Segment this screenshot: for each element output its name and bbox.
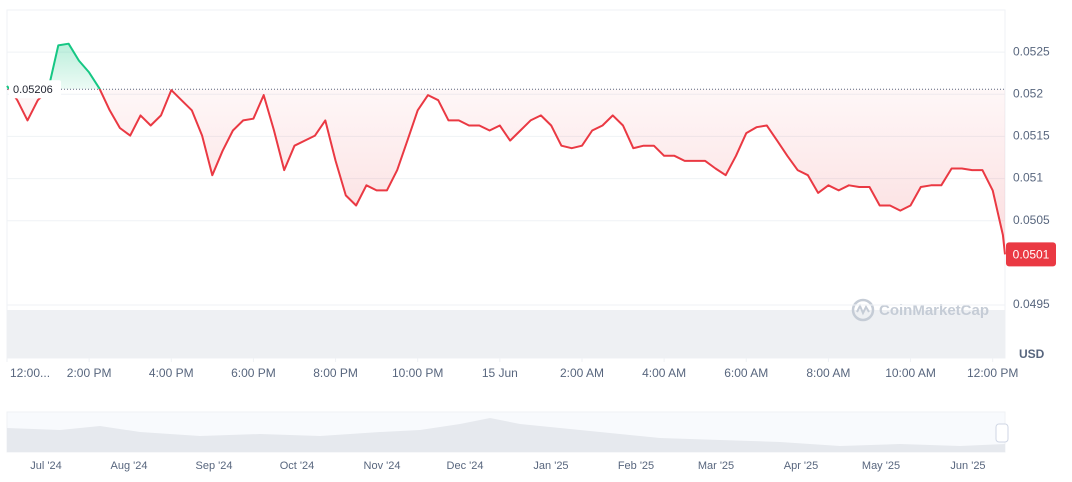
navigator-label: Nov '24 [364,460,401,472]
y-tick-label: 0.0515 [1013,129,1050,143]
navigator-label: Jul '24 [30,460,61,472]
price-line [6,42,1006,255]
x-tick-label: 10:00 AM [885,366,936,380]
y-tick-label: 0.0525 [1013,44,1050,58]
navigator-label: May '25 [862,460,900,472]
y-tick-label: 0.0495 [1013,297,1050,311]
y-tick-label: 0.051 [1013,171,1043,185]
y-unit: USD [1019,347,1045,361]
navigator-label: Oct '24 [280,460,315,472]
watermark-logo [851,298,875,322]
x-tick-label: 12:00 PM [967,366,1018,380]
last-price-label: 0.0501 [1013,248,1050,262]
x-tick-label: 8:00 AM [806,366,850,380]
reference-label: 0.05206 [13,84,53,96]
navigator-label: Mar '25 [698,460,734,472]
navigator-label: Jun '25 [950,460,985,472]
x-tick-label: 12:00... [10,366,50,380]
reference-label-box [9,80,61,99]
y-tick-label: 0.052 [1013,86,1043,100]
x-tick-label: 6:00 PM [231,366,276,380]
x-tick-label: 4:00 PM [149,366,194,380]
x-tick-label: 15 Jun [482,366,518,380]
x-tick-label: 2:00 AM [560,366,604,380]
navigator-area [7,418,1005,452]
volume-band [7,310,1005,358]
watermark: CoinMarketCap [879,302,989,319]
x-tick-label: 6:00 AM [724,366,768,380]
x-tick-label: 2:00 PM [67,366,112,380]
navigator-label: Sep '24 [196,460,233,472]
navigator-label: Feb '25 [618,460,654,472]
price-area [7,43,1005,255]
x-tick-label: 10:00 PM [392,366,443,380]
x-tick-label: 4:00 AM [642,366,686,380]
last-price-box [1006,242,1056,267]
navigator-label: Apr '25 [784,460,819,472]
x-tick-label: 8:00 PM [313,366,358,380]
y-tick-label: 0.0505 [1013,213,1050,227]
navigator-label: Dec '24 [447,460,484,472]
navigator-label: Jan '25 [533,460,568,472]
navigator-handle[interactable] [995,423,1009,443]
navigator-label: Aug '24 [111,460,148,472]
